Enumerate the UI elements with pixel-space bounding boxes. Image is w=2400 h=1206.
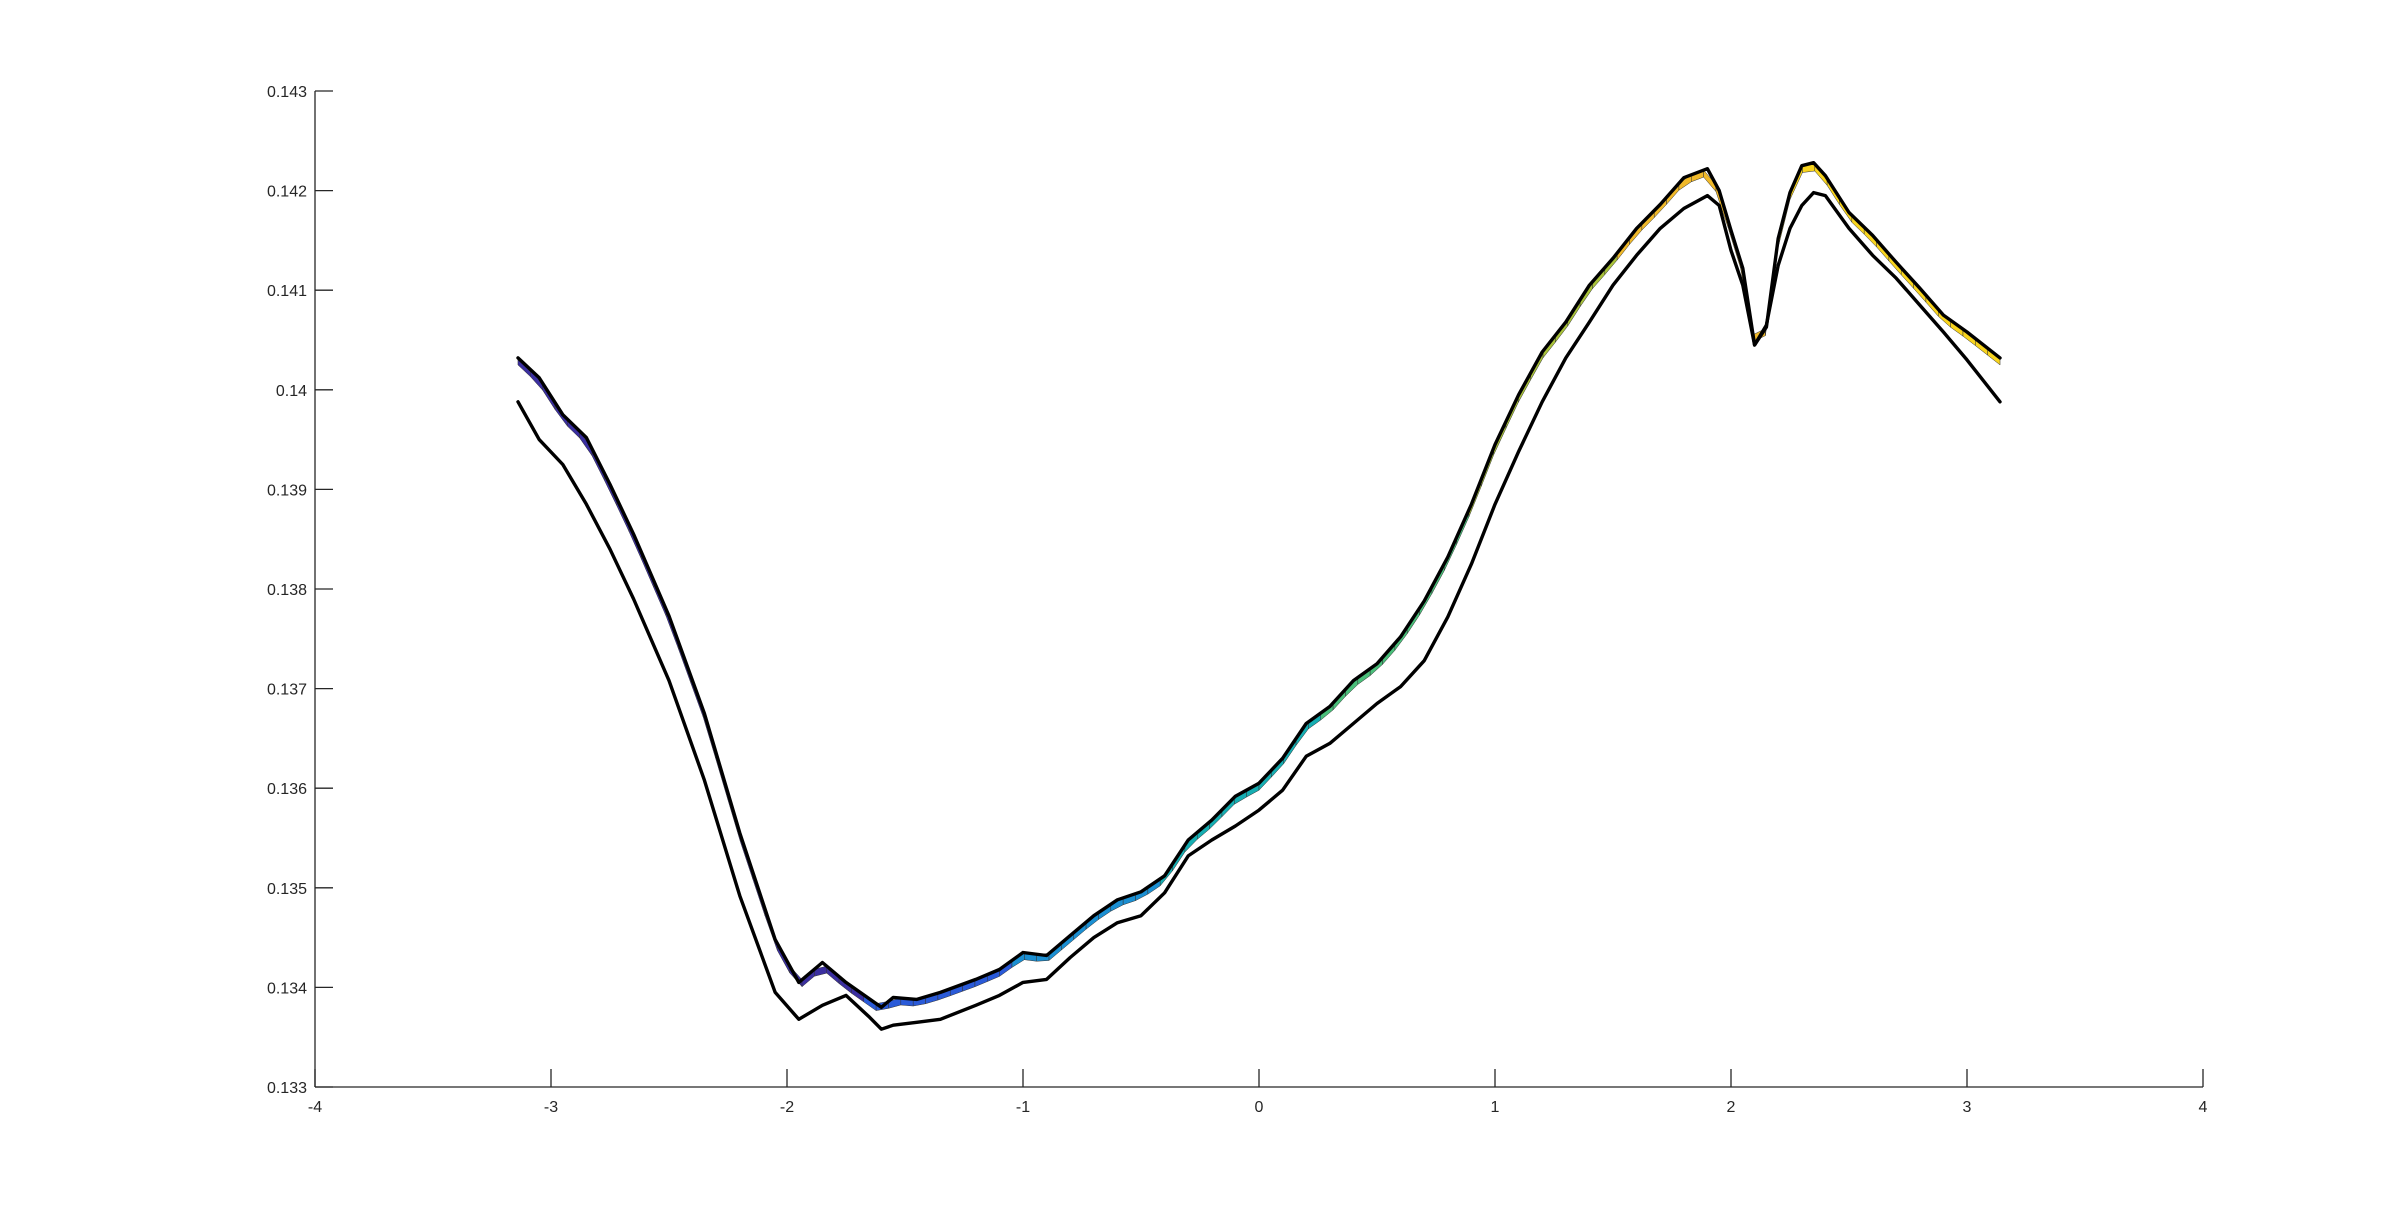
x-tick-label: 2	[1727, 1099, 1736, 1116]
x-tick-label: 0	[1255, 1099, 1264, 1116]
series-line-2	[516, 190, 2002, 1031]
y-tick-label: 0.139	[267, 482, 307, 499]
y-tick-label: 0.141	[267, 283, 307, 300]
y-tick-label: 0.135	[267, 881, 307, 898]
x-tick-label: 4	[2199, 1099, 2208, 1116]
y-ticks: 0.133 0.134 0.135 0.136 0.137 0.138 0.139 0.14 0…	[267, 84, 333, 1097]
y-tick-label: 0.136	[267, 781, 307, 798]
series-line-1	[516, 161, 2002, 1009]
y-tick-label: 0.142	[267, 184, 307, 201]
y-tick-label: 0.137	[267, 682, 307, 699]
x-tick-label: 1	[1491, 1099, 1500, 1116]
y-tick-label: 0.143	[267, 84, 307, 101]
x-tick-label: -3	[544, 1099, 558, 1116]
x-tick-label: 3	[1963, 1099, 1972, 1116]
y-tick-label: 0.133	[267, 1080, 307, 1097]
series-layer	[516, 161, 2002, 1031]
x-ticks: -4 -3 -2 -1 0 1 2 3 4	[308, 1069, 2208, 1116]
x-tick-label: -4	[308, 1099, 322, 1116]
axes	[314, 91, 2203, 1088]
shaded-band-segments	[517, 163, 2001, 1012]
y-tick-label: 0.14	[276, 383, 307, 400]
x-tick-label: -1	[1016, 1099, 1030, 1116]
x-tick-label: -2	[780, 1099, 794, 1116]
y-tick-label: 0.138	[267, 582, 307, 599]
y-tick-label: 0.134	[267, 980, 307, 997]
